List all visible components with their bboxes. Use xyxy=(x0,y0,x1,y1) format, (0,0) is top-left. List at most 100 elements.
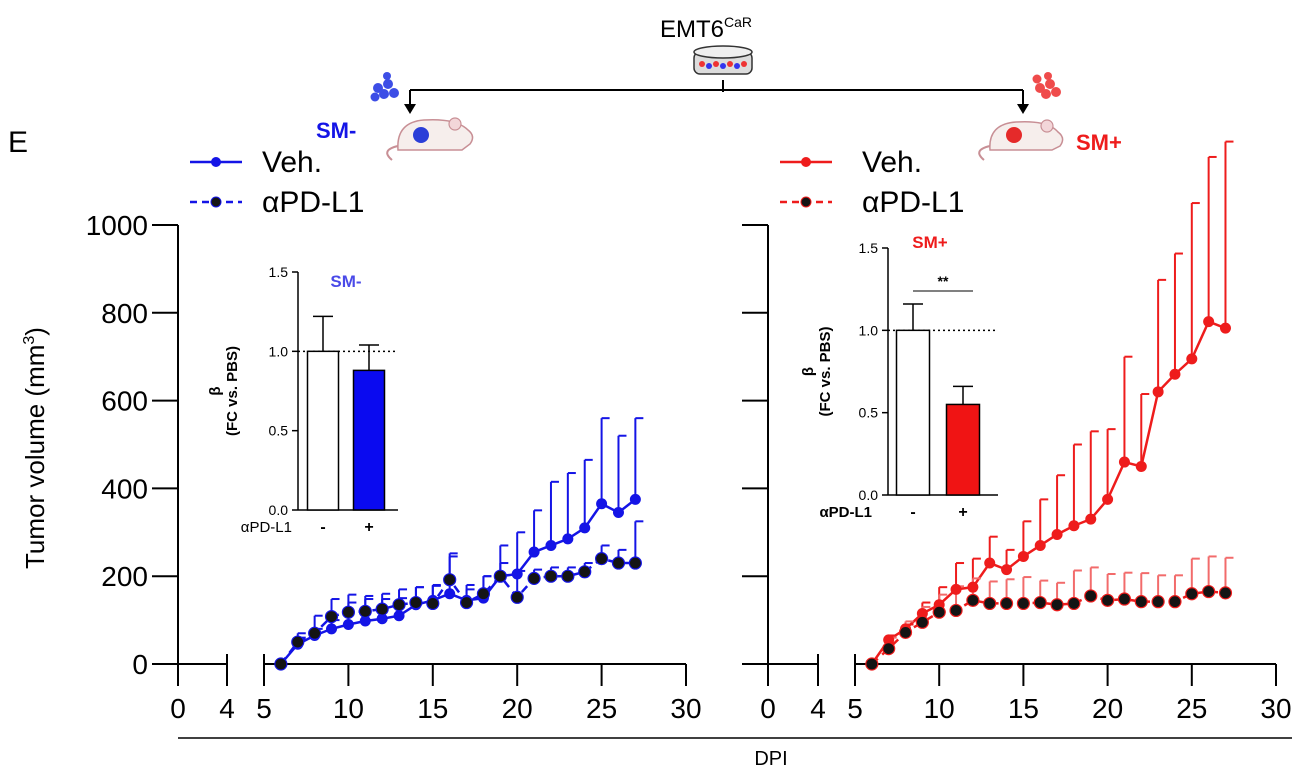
data-point-apdl1 xyxy=(426,596,440,611)
series-line-veh xyxy=(279,498,637,665)
data-point-apdl1 xyxy=(443,573,457,587)
data-point-apdl1 xyxy=(358,604,372,618)
blue-cell-cluster-icon xyxy=(370,72,399,102)
x-tick-label: 10 xyxy=(924,693,955,724)
inset-title: SM+ xyxy=(912,233,948,252)
data-point-veh xyxy=(511,568,523,580)
inset-x-label: αPD-L1 xyxy=(241,519,292,536)
data-point-apdl1 xyxy=(1218,586,1233,600)
inset-y-tick-label: 0.5 xyxy=(269,423,289,439)
legend-swatch-veh xyxy=(190,157,242,167)
data-point-veh xyxy=(1118,456,1130,468)
y-tick-label: 400 xyxy=(101,473,148,504)
data-point-veh xyxy=(1085,513,1097,525)
y-axis-title: Tumor volume (mm3) xyxy=(20,327,50,569)
legend-label-veh: Veh. xyxy=(262,146,322,179)
x-tick-label: 15 xyxy=(417,693,448,724)
data-point-veh xyxy=(1068,520,1080,532)
data-point-apdl1 xyxy=(966,593,980,607)
data-point-apdl1 xyxy=(308,626,322,640)
data-point-veh xyxy=(612,507,624,519)
x-tick-label: 25 xyxy=(1176,693,1207,724)
data-point-veh xyxy=(326,623,338,635)
inset-y-label-beta: β xyxy=(800,367,817,376)
data-point-apdl1 xyxy=(291,635,305,649)
data-point-apdl1 xyxy=(375,602,389,616)
x-tick-label: 0 xyxy=(760,693,776,724)
data-point-apdl1 xyxy=(1084,589,1098,603)
data-point-veh xyxy=(1001,564,1013,576)
x-tick-label: 4 xyxy=(810,693,826,724)
data-point-apdl1 xyxy=(1016,596,1031,611)
x-tick-label: 10 xyxy=(333,693,364,724)
legend-swatch-veh xyxy=(780,157,832,167)
data-point-veh xyxy=(916,608,928,620)
data-point-apdl1 xyxy=(1202,584,1216,599)
data-point-apdl1 xyxy=(1185,587,1199,601)
data-point-apdl1 xyxy=(915,615,929,629)
x-tick-label: 15 xyxy=(1008,693,1039,724)
data-point-apdl1 xyxy=(459,595,474,610)
data-point-apdl1 xyxy=(561,569,575,583)
data-point-apdl1 xyxy=(544,569,558,583)
inset-title: SM- xyxy=(330,272,361,291)
x-tick-label: 25 xyxy=(586,693,617,724)
data-point-veh xyxy=(393,610,405,622)
panel-letter: E xyxy=(8,126,28,159)
inset-y-label-beta: β xyxy=(207,386,224,395)
data-point-veh xyxy=(528,546,540,558)
data-point-veh xyxy=(883,634,895,646)
data-point-veh xyxy=(444,588,456,600)
data-point-veh xyxy=(1017,550,1029,562)
data-point-veh xyxy=(1169,368,1181,380)
inset-y-tick-label: 0.0 xyxy=(269,502,289,518)
inset-y-tick-label: 0.5 xyxy=(859,405,879,421)
data-point-apdl1 xyxy=(628,556,642,570)
legend-label-veh: Veh. xyxy=(862,146,922,179)
x-tick-label: 5 xyxy=(847,693,863,724)
legend-label-apdl1: αPD-L1 xyxy=(862,186,964,219)
data-point-veh xyxy=(376,613,388,625)
legend-swatch-apdl1 xyxy=(190,196,242,208)
group-label-sm-minus: SM- xyxy=(316,118,356,143)
line-chart-sm-minus: 0 200 400 600 800 1000 0 4 5 10 15 20 25 30 xyxy=(86,210,702,724)
x-tick-label: 0 xyxy=(170,693,186,724)
data-point-apdl1 xyxy=(1100,593,1115,607)
y-tick-label: 0 xyxy=(132,649,148,680)
data-point-apdl1 xyxy=(932,605,946,619)
data-point-apdl1 xyxy=(493,569,507,583)
line-chart-sm-plus: 0 4 5 10 15 20 25 30 xyxy=(742,140,1292,724)
x-tick-label: 20 xyxy=(502,693,533,724)
data-point-apdl1 xyxy=(999,596,1014,611)
arrow-right-icon xyxy=(1017,104,1029,114)
series-line-veh xyxy=(870,319,1226,665)
data-point-apdl1 xyxy=(409,595,423,610)
data-point-veh xyxy=(629,493,641,505)
legend-swatch-apdl1 xyxy=(780,196,832,208)
data-point-apdl1 xyxy=(1117,592,1132,606)
inset-bar xyxy=(895,329,931,496)
legend-label-apdl1: αPD-L1 xyxy=(262,186,364,219)
series-line-apdl1 xyxy=(279,557,636,665)
legend-sm-minus: Veh. αPD-L1 xyxy=(190,146,364,219)
data-point-veh xyxy=(1203,316,1215,328)
y-tick-label: 800 xyxy=(101,298,148,329)
group-label-sm-plus: SM+ xyxy=(1076,130,1122,155)
inset-bar xyxy=(306,350,340,511)
series-line-apdl1 xyxy=(870,590,1226,665)
x-tick-label: 5 xyxy=(256,693,272,724)
inset-bar-chart-sm-plus: 0.0 0.5 1.0 1.5 - + αPD-L1 SM+ β(FC vs. PBS) ** xyxy=(800,233,998,521)
data-point-veh xyxy=(342,618,354,630)
data-point-apdl1 xyxy=(1168,595,1182,609)
data-point-apdl1 xyxy=(476,587,491,601)
data-point-apdl1 xyxy=(527,571,541,585)
x-tick-label: 30 xyxy=(1260,693,1291,724)
data-point-veh xyxy=(1152,386,1164,398)
red-cell-cluster-icon xyxy=(1032,72,1061,99)
y-tick-label: 600 xyxy=(101,386,148,417)
inset-y-tick-label: 1.5 xyxy=(859,240,879,256)
y-tick-label: 200 xyxy=(101,561,148,592)
data-point-apdl1 xyxy=(578,565,592,579)
data-point-apdl1 xyxy=(865,657,879,671)
